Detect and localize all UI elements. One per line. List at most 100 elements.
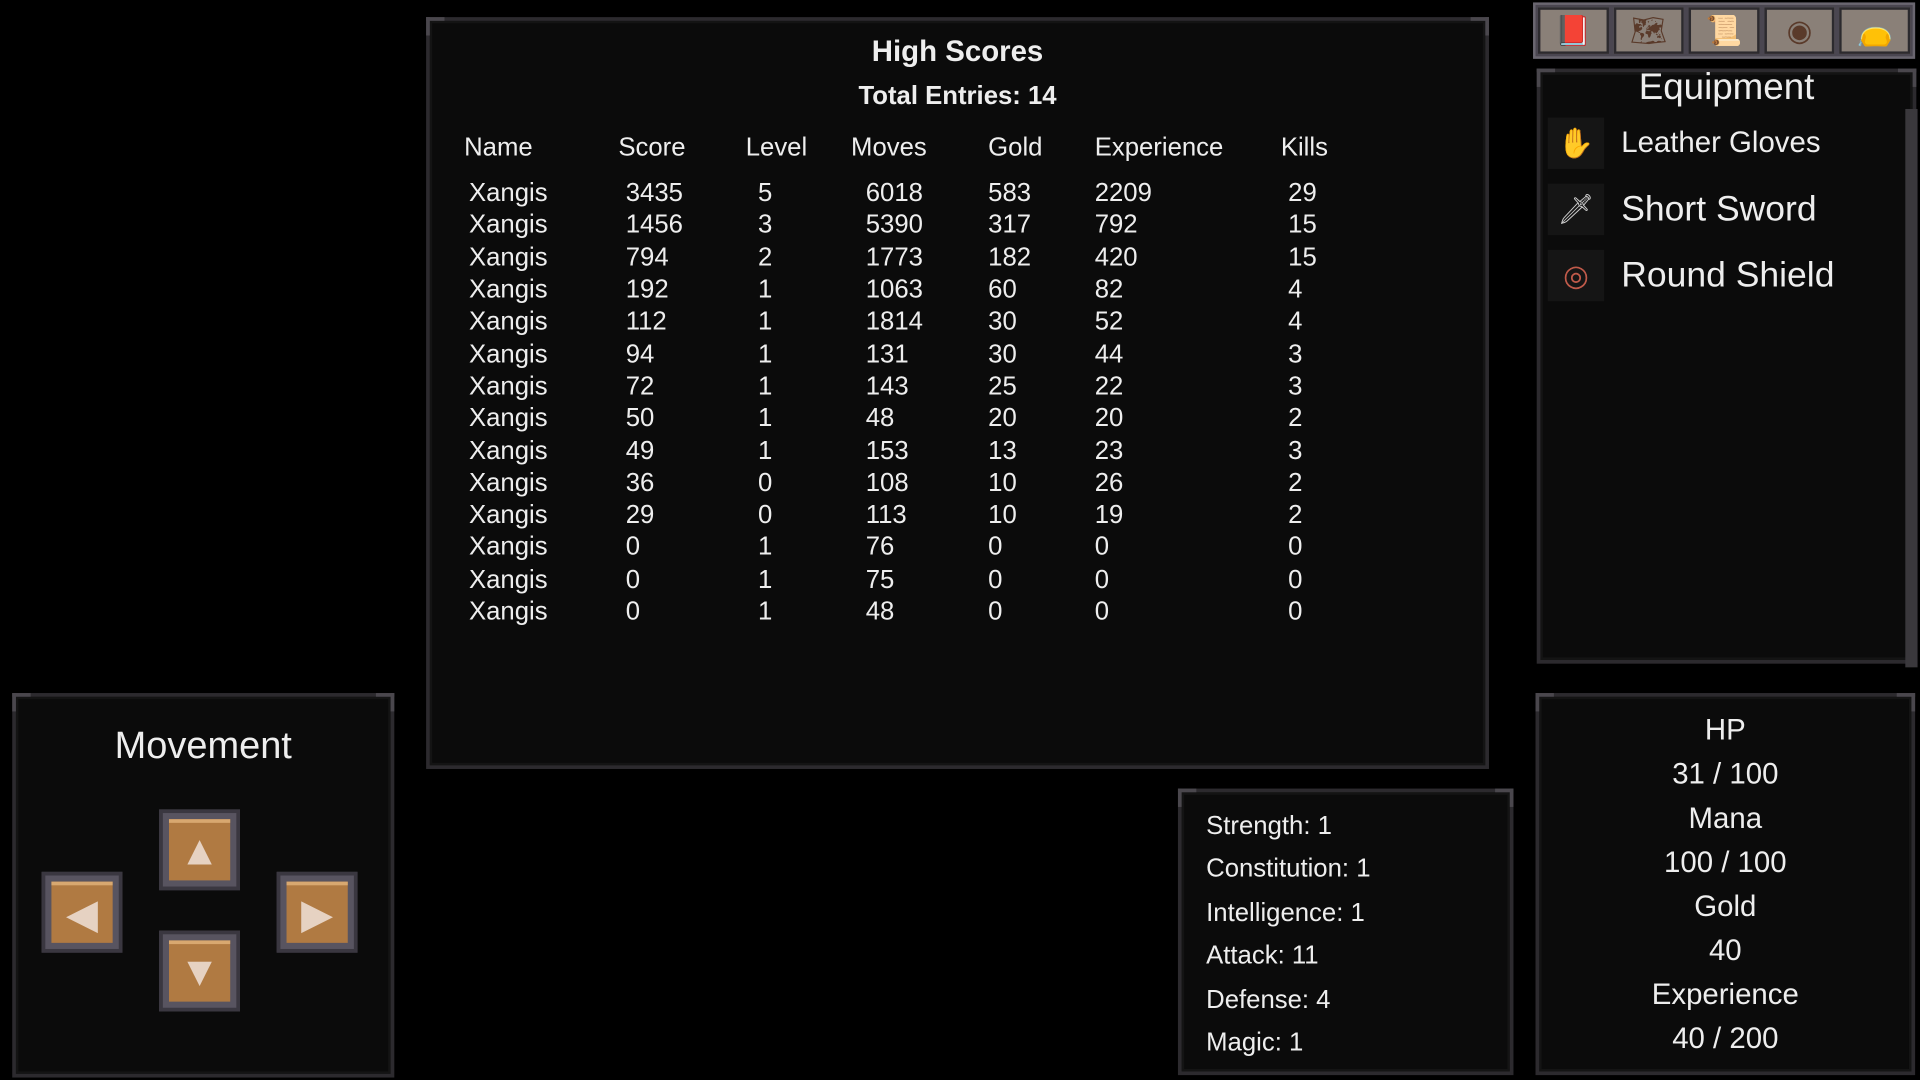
map-icon[interactable]: 🗺 (1613, 7, 1684, 54)
table-cell: 48 (865, 404, 895, 433)
bag-icon[interactable]: 👝 (1839, 7, 1911, 54)
table-cell: 23 (1094, 436, 1124, 465)
table-row: Xangis 1456 3 5390 317 792 15 (464, 210, 1354, 242)
table-cell: 2 (757, 243, 773, 272)
table-cell: Xangis (468, 597, 548, 626)
table-cell: 20 (1094, 404, 1124, 433)
table-cell: Xangis (468, 500, 548, 530)
table-cell: 15 (1288, 243, 1317, 272)
gold-value: 40 (1708, 934, 1742, 968)
table-cell: 0 (625, 597, 641, 626)
table-cell: 2 (1288, 468, 1303, 497)
scroll-icon[interactable]: 📜 (1688, 7, 1760, 54)
table-row: Xangis 794 2 1773 182 420 15 (464, 242, 1354, 274)
high-scores-panel: High Scores Total Entries: 14 Name Score L… (426, 17, 1489, 769)
table-cell: 49 (625, 436, 655, 465)
table-cell: 6018 (865, 178, 923, 208)
table-cell: 2 (1288, 404, 1303, 433)
movement-panel: Movement ▲ ◀ ▶ ▼ (12, 693, 395, 1078)
table-cell: 1 (757, 339, 773, 369)
table-cell: 0 (1288, 597, 1303, 626)
table-cell: 30 (988, 307, 1017, 336)
table-row: Xangis 3435 5 6018 583 2209 29 (464, 178, 1354, 210)
table-cell: 20 (988, 404, 1017, 433)
table-cell: 143 (865, 372, 909, 401)
table-cell: 1456 (625, 211, 683, 240)
table-cell: 0 (988, 565, 1003, 594)
move-up-button[interactable]: ▲ (159, 809, 241, 891)
table-cell: 0 (1094, 565, 1110, 594)
total-entries: Total Entries: 14 (858, 82, 1057, 111)
scrollbar[interactable] (1905, 108, 1918, 668)
table-cell: Xangis (468, 533, 548, 562)
table-row: Xangis 49 1 153 13 23 3 (464, 435, 1354, 467)
table-cell: 50 (625, 404, 655, 433)
table-cell: 420 (1094, 243, 1138, 272)
high-scores-title: High Scores (871, 35, 1044, 69)
table-cell: 1 (757, 275, 773, 304)
gold-label: Gold (1694, 890, 1757, 924)
table-cell: Xangis (468, 436, 548, 465)
table-cell: 4 (1288, 307, 1303, 336)
move-right-button[interactable]: ▶ (276, 871, 358, 953)
table-cell: 153 (865, 436, 909, 465)
table-cell: 5 (757, 178, 773, 208)
table-cell: 1773 (865, 243, 923, 272)
table-cell: 82 (1094, 275, 1124, 304)
table-row: Xangis 36 0 108 10 26 2 (464, 467, 1354, 499)
move-down-button[interactable]: ▼ (159, 930, 241, 1012)
shield-icon[interactable]: ◉ (1764, 7, 1835, 54)
spellbook-icon[interactable]: 📕 (1537, 7, 1609, 54)
column-header: Name (464, 133, 533, 162)
table-cell: 1063 (865, 275, 923, 304)
column-header: Gold (988, 133, 1043, 162)
table-cell: 3 (757, 211, 773, 240)
table-cell: 2 (1288, 500, 1303, 530)
table-cell: 0 (1288, 565, 1303, 594)
table-cell: 10 (988, 500, 1017, 530)
table-cell: 25 (988, 372, 1017, 401)
table-cell: 36 (625, 468, 655, 497)
table-cell: Xangis (468, 243, 548, 272)
table-cell: 131 (865, 339, 909, 369)
stat-attack: Attack: 11 (1206, 941, 1319, 971)
movement-title: Movement (114, 723, 292, 767)
table-cell: 1 (757, 565, 773, 594)
table-cell: Xangis (468, 372, 548, 401)
table-row: Xangis 0 1 48 0 0 0 (464, 596, 1354, 628)
table-cell: 52 (1094, 307, 1124, 336)
equipment-item[interactable]: ◎ Round Shield (1540, 244, 1912, 308)
table-cell: 1 (757, 533, 773, 562)
arrow-down-icon: ▼ (168, 940, 231, 1002)
stat-magic: Magic: 1 (1206, 1028, 1304, 1057)
table-cell: 4 (1288, 275, 1303, 304)
table-cell: 75 (865, 565, 895, 594)
table-cell: 13 (988, 436, 1017, 465)
table-cell: 1 (757, 307, 773, 336)
stat-constitution: Constitution: 1 (1206, 855, 1371, 884)
hp-label: HP (1704, 713, 1746, 747)
table-cell: 0 (757, 500, 773, 530)
table-cell: 3 (1288, 339, 1303, 369)
table-cell: 0 (1094, 597, 1110, 626)
move-left-button[interactable]: ◀ (41, 871, 123, 953)
equipment-item[interactable]: 🗡 Short Sword (1540, 178, 1912, 242)
table-cell: 113 (865, 500, 907, 530)
table-row: Xangis 94 1 131 30 44 3 (464, 339, 1354, 371)
table-cell: Xangis (468, 178, 548, 208)
equipment-item[interactable]: ✋ Leather Gloves (1540, 111, 1912, 175)
table-row: Xangis 50 1 48 20 20 2 (464, 403, 1354, 435)
table-cell: 0 (1288, 533, 1303, 562)
table-cell: 3435 (625, 178, 683, 208)
table-cell: Xangis (468, 339, 548, 369)
table-cell: 317 (988, 211, 1032, 240)
table-row: Xangis 0 1 75 0 0 0 (464, 564, 1354, 596)
hp-value: 31 / 100 (1672, 757, 1779, 792)
experience-value: 40 / 200 (1672, 1022, 1779, 1056)
column-header: Experience (1094, 133, 1224, 162)
table-cell: Xangis (468, 404, 548, 433)
stat-defense: Defense: 4 (1206, 985, 1331, 1014)
experience-label: Experience (1651, 978, 1799, 1012)
item-name: Round Shield (1621, 255, 1835, 295)
equipment-panel: Equipment ✋ Leather Gloves 🗡 Short Sword ◎… (1536, 67, 1918, 668)
